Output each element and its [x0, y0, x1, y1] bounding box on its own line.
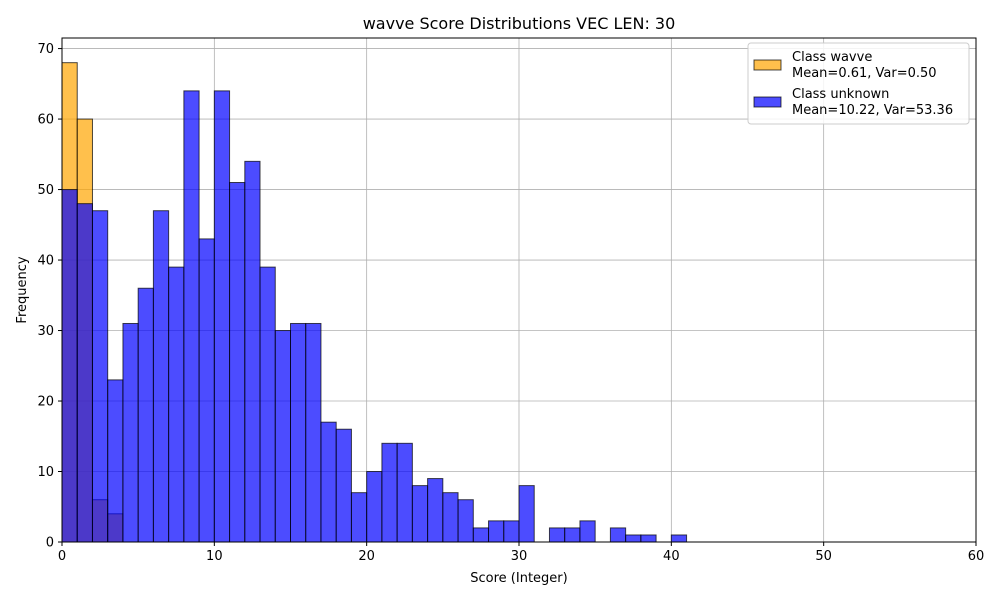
bar [229, 182, 246, 543]
bar [518, 485, 535, 543]
x-tick-label: 60 [968, 549, 985, 564]
series-class-unknown-bars [61, 90, 688, 543]
bar [305, 322, 322, 543]
y-tick-label: 0 [46, 536, 54, 551]
y-tick-label: 20 [37, 395, 54, 410]
bar [640, 534, 657, 543]
legend-swatch-class-wavve [753, 59, 782, 71]
bar [76, 203, 93, 543]
bar [168, 266, 185, 543]
bar [244, 160, 261, 543]
x-axis-ticks: 0 10 20 30 40 50 60 [58, 542, 984, 564]
bar [457, 499, 474, 543]
legend-stats-class-wavve: Mean=0.61, Var=0.50 [792, 66, 937, 81]
chart-title: wavve Score Distributions VEC LEN: 30 [363, 14, 676, 33]
bar [396, 442, 413, 543]
bar [411, 485, 429, 543]
legend-label-class-unknown: Class unknown [792, 87, 889, 102]
bar [183, 90, 200, 543]
y-tick-label: 30 [37, 324, 54, 339]
y-axis-ticks: 0 10 20 30 40 50 60 70 [37, 42, 62, 551]
bar [564, 527, 581, 543]
bar [366, 471, 383, 543]
bar [213, 90, 231, 543]
bar [122, 322, 139, 543]
x-tick-label: 20 [358, 549, 375, 564]
x-tick-label: 10 [206, 549, 223, 564]
bar [381, 442, 398, 543]
bar [609, 527, 627, 543]
legend: Class wavve Mean=0.61, Var=0.50 Class un… [747, 42, 970, 125]
bar [274, 330, 291, 543]
y-tick-label: 60 [37, 113, 54, 128]
x-tick-label: 40 [663, 549, 680, 564]
bar [335, 428, 352, 543]
x-tick-label: 50 [815, 549, 832, 564]
bar [548, 527, 566, 543]
x-axis-label: Score (Integer) [470, 571, 567, 586]
bar [152, 210, 170, 543]
bar [91, 210, 109, 543]
bar [198, 238, 215, 543]
bar [670, 534, 688, 543]
y-axis-label: Frequency [15, 256, 30, 323]
y-tick-label: 70 [37, 42, 54, 57]
bar [259, 266, 276, 543]
x-tick-label: 0 [58, 549, 66, 564]
bar [442, 492, 459, 543]
bar [427, 478, 444, 543]
bar [107, 379, 124, 543]
bar [472, 527, 490, 543]
legend-swatch-class-unknown [753, 96, 782, 108]
x-tick-label: 30 [511, 549, 528, 564]
legend-box [747, 42, 970, 125]
bar [320, 421, 337, 543]
bar [503, 520, 520, 543]
bar [625, 534, 642, 543]
bar [290, 322, 307, 543]
y-tick-label: 10 [37, 465, 54, 480]
bar [137, 287, 154, 543]
y-tick-label: 40 [37, 254, 54, 269]
legend-stats-class-unknown: Mean=10.22, Var=53.36 [792, 103, 953, 118]
bar [350, 492, 368, 543]
bar [579, 520, 596, 543]
bar [61, 189, 78, 543]
y-tick-label: 50 [37, 183, 54, 198]
legend-label-class-wavve: Class wavve [792, 50, 872, 65]
bar [488, 520, 505, 543]
